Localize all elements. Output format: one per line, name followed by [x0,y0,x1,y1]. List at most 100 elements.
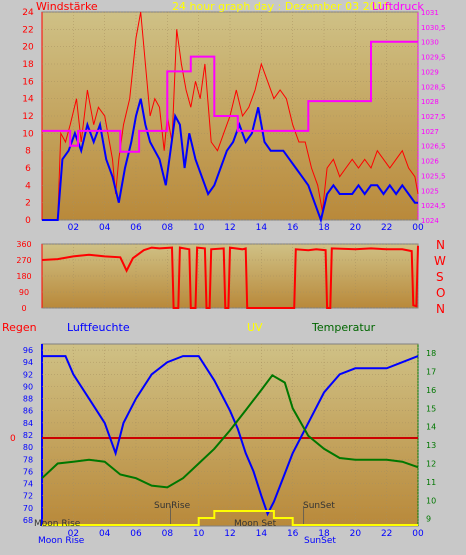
pressure-tick-label: 1026 [421,158,439,166]
humidity-tick-label: 82 [23,431,33,440]
pressure-tick-label: 1025,5 [421,172,446,180]
x-tick-label: 20 [350,529,362,539]
compass-s: S [436,270,444,284]
temperature-tick-label: 11 [426,478,436,487]
pressure-tick-label: 1024,5 [421,202,446,210]
humidity-tick-label: 88 [23,395,33,404]
series-left [42,355,419,517]
humidity-label: Luftfeuchte [67,321,130,334]
x-tick-label: 10 [193,529,205,539]
pressure-tick-label: 1025 [421,187,439,195]
pressure-tick-label: 1024 [421,217,439,225]
pressure-tick-label: 1026,5 [421,143,446,151]
humidity-tick-label: 68 [23,516,33,525]
wind-tick-label: 22 [22,25,33,35]
temperature-tick-label: 16 [426,386,436,395]
wind-tick-label: 4 [25,181,31,191]
humidity-tick-label: 96 [23,346,33,355]
temperature-label: Temperatur [312,321,376,334]
pressure-tick-label: 1028 [421,98,439,106]
sun-set-label: SunSet [303,501,335,511]
pressure-tick-label: 1028,5 [421,83,446,91]
series-avg [42,98,418,224]
pressure-axis-title: Luftdruck [372,0,424,13]
direction-tick-label: 0 [21,304,26,313]
sun-rise-label: SunRise [154,501,191,511]
x-tick-label: 14 [256,223,268,233]
humidity-tick-label: 70 [23,504,33,513]
x-tick-label: 20 [350,223,362,233]
series-uv [42,510,418,526]
x-tick-label: 00 [412,529,424,539]
wind-tick-label: 16 [22,77,34,87]
humidity-tick-label: 78 [23,455,33,464]
x-tick-label: 02 [68,529,79,539]
x-tick-label: 22 [381,529,392,539]
direction-tick-label: 360 [16,240,31,249]
temperature-tick-label: 13 [426,441,436,450]
x-tick-label: 18 [318,223,330,233]
temperature-tick-label: 14 [426,423,436,432]
temperature-tick-label: 15 [426,404,436,413]
humidity-tick-label: 86 [23,407,33,416]
pressure-tick-label: 1031 [421,9,439,17]
rain-label: Regen [2,321,37,334]
pressure-tick-label: 1029,5 [421,54,446,62]
x-tick-label: 00 [412,223,424,233]
direction-tick-label: 90 [19,288,29,297]
x-tick-label: 14 [256,529,268,539]
wind-tick-label: 24 [22,8,34,18]
temperature-tick-label: 18 [426,349,436,358]
humidity-tick-label: 72 [23,492,33,501]
direction-tick-label: 180 [16,272,31,281]
x-tick-label: 16 [287,223,299,233]
x-tick-label: 06 [130,529,142,539]
wind-tick-label: 14 [22,95,34,105]
wind-tick-label: 12 [22,112,33,122]
series-pressure [42,40,418,153]
series-right [41,373,419,489]
x-tick-label: 06 [130,223,142,233]
uv-label: UV [247,321,263,334]
x-tick-label: 10 [193,223,205,233]
humidity-tick-label: 80 [23,443,33,452]
series-direction [41,245,419,309]
compass-n-top: N [436,238,445,252]
rain-tick-label: 0 [10,434,16,444]
x-tick-label: 22 [381,223,392,233]
temperature-tick-label: 17 [426,368,436,377]
wind-tick-label: 20 [22,43,34,53]
temperature-tick-label: 10 [426,496,436,505]
moon-rise-axis-label: Moon Rise [38,536,85,546]
humidity-tick-label: 92 [23,370,33,379]
pressure-tick-label: 1027 [421,128,439,136]
compass-o: O [436,286,446,300]
wind-tick-label: 10 [22,129,34,139]
x-tick-label: 12 [224,529,235,539]
x-tick-label: 04 [99,529,111,539]
wind-tick-label: 6 [25,164,31,174]
x-tick-label: 18 [318,529,330,539]
compass-w: W [434,254,446,268]
humidity-tick-label: 84 [23,419,33,428]
pressure-tick-label: 1029 [421,68,439,76]
x-tick-label: 12 [224,223,235,233]
temperature-tick-label: 9 [426,515,431,524]
pressure-tick-label: 1030,5 [421,24,446,32]
wind-tick-label: 2 [25,199,31,209]
direction-tick-label: 270 [16,256,31,265]
x-tick-label: 08 [162,223,174,233]
pressure-tick-label: 1030 [421,39,439,47]
wind-tick-label: 0 [25,216,31,226]
humidity-tick-label: 94 [23,358,33,367]
humidity-tick-label: 74 [23,480,33,489]
x-tick-label: 08 [162,529,174,539]
moon-rise-label: Moon Rise [34,519,81,529]
humidity-tick-label: 76 [23,467,33,476]
wind-axis-title: Windstärke [36,0,98,13]
wind-tick-label: 8 [25,147,31,157]
compass-n-bottom: N [436,302,445,316]
x-tick-label: 04 [99,223,111,233]
